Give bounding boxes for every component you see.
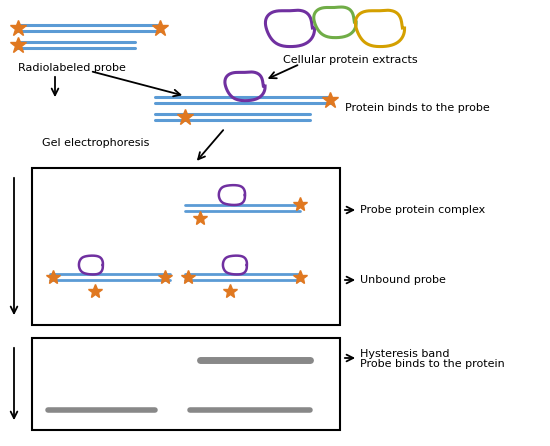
Text: Hysteresis band: Hysteresis band [360,349,449,359]
Text: Unbound probe: Unbound probe [360,275,446,285]
Text: Cellular protein extracts: Cellular protein extracts [283,55,417,65]
Text: Probe protein complex: Probe protein complex [360,205,485,215]
Text: Protein binds to the probe: Protein binds to the probe [345,103,490,113]
Text: Radiolabeled probe: Radiolabeled probe [18,63,126,73]
Text: Gel electrophoresis: Gel electrophoresis [42,138,150,148]
Text: Probe binds to the protein: Probe binds to the protein [360,359,505,369]
Bar [32,338,340,430]
Bar [32,168,340,325]
